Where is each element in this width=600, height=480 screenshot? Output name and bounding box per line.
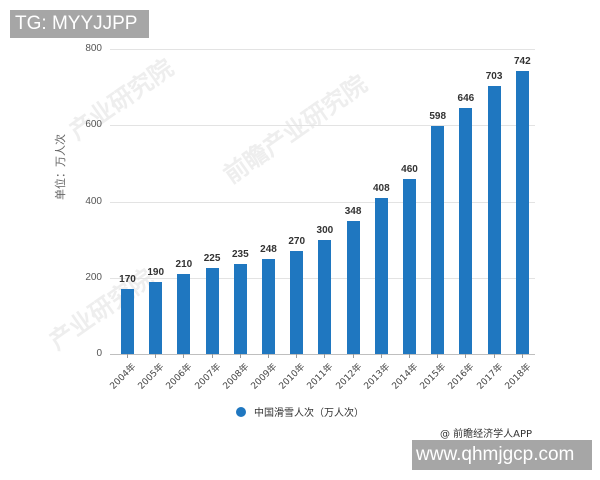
x-axis-line [110,354,535,355]
bar-value-label: 270 [288,236,306,248]
x-tick [324,354,326,358]
bar [149,281,163,354]
bar [121,289,134,354]
y-tick-label: 800 [85,43,102,54]
bar-value-label: 248 [260,244,277,256]
x-tick [211,354,213,358]
gridline [110,201,535,203]
bar [177,273,191,354]
bar-value-label: 210 [175,258,193,270]
x-tick [268,354,269,358]
legend-marker-icon [236,406,246,417]
x-tick [409,354,410,358]
y-tick-label: 200 [85,271,102,283]
legend-label: 中国滑雪人次（万人次） [254,408,364,419]
watermark-ghost: 产业研究院 [64,53,179,146]
gridline [110,125,535,127]
bar-value-label: 300 [316,224,334,236]
bar-value-label: 646 [457,92,475,104]
bar [346,221,360,354]
bar [487,85,501,354]
bar-value-label: 225 [203,253,221,265]
bar [233,264,247,354]
y-tick-label: 400 [85,195,102,207]
bar-value-label: 235 [231,249,249,261]
x-tick [437,354,439,358]
x-tick [183,354,185,358]
x-tick [465,354,467,358]
bar-value-label: 348 [344,206,362,218]
bar [431,126,445,354]
x-tick [521,354,523,358]
x-tick [352,354,354,358]
bar [515,71,529,354]
y-tick-label: 0 [96,348,102,359]
bar-value-label: 170 [119,274,136,286]
gridline [110,49,535,50]
bar [318,239,332,354]
bar [459,107,473,354]
bar-value-label: 598 [429,111,447,122]
bar-value-label: 190 [147,266,165,278]
x-tick [127,354,128,358]
x-tick [493,354,495,358]
y-axis-label: 单位：万人次 [54,134,67,200]
x-tick [155,354,157,358]
watermark-top: TG: MYYJJPP [10,10,149,38]
x-tick [239,354,241,358]
y-tick-label: 600 [85,119,102,131]
x-tick [296,354,298,358]
bar-value-label: 742 [513,56,531,68]
bar-value-label: 460 [401,163,418,175]
source-credit: @ 前瞻经济学人APP [440,429,533,440]
watermark-bottom: www.qhmjgcp.com [412,440,592,470]
bar [403,178,416,354]
bar [374,198,388,354]
watermark-ghost: 前瞻产业研究院 [218,69,373,190]
bar-value-label: 703 [485,70,503,82]
bar [290,251,304,354]
bar [262,259,275,354]
bar-value-label: 408 [372,183,390,195]
legend: 中国滑雪人次（万人次） [236,404,364,419]
bar [205,268,219,354]
x-tick [380,354,382,358]
